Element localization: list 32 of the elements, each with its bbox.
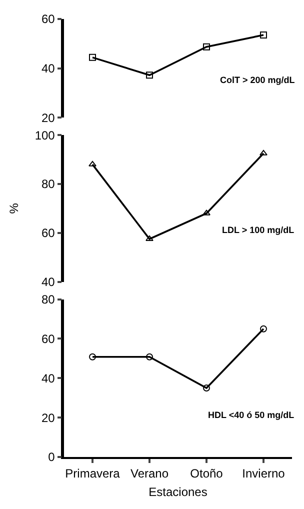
point [146,353,153,360]
x-axis-title: Estaciones [148,484,208,499]
point [203,43,210,50]
y-tick-label: 60 [41,12,56,26]
point [260,325,267,332]
y-tick-label: 40 [41,371,56,386]
point [260,150,268,156]
y-tick-label: 40 [41,61,56,76]
x-tick-label: Verano [130,466,169,480]
point [203,384,210,392]
y-axis-title: % [7,202,22,214]
y-tick-label: 80 [41,292,56,307]
point [88,160,96,166]
y-tick-label: 0 [48,450,56,464]
y-tick-label: 60 [41,226,56,240]
x-tick-label: Invierno [242,466,286,480]
x-tick-label: Otoño [190,466,224,480]
point [202,210,210,216]
y-tick-label: 80 [41,177,56,192]
y-tick-label: 20 [41,110,56,125]
annotation: LDL > 100 mg/dL [222,225,295,235]
y-tick-label: 100 [34,128,56,142]
annotation: HDL <40 ó 50 mg/dL [208,410,295,420]
point [89,54,96,61]
point [260,32,267,39]
x-tick-label: Primavera [65,466,120,480]
point [89,353,96,360]
y-tick-label: 40 [41,275,56,289]
annotation: ColT > 200 mg/dL [220,75,296,85]
point [146,72,153,79]
y-tick-label: 60 [41,332,56,346]
y-tick-label: 20 [41,410,56,425]
